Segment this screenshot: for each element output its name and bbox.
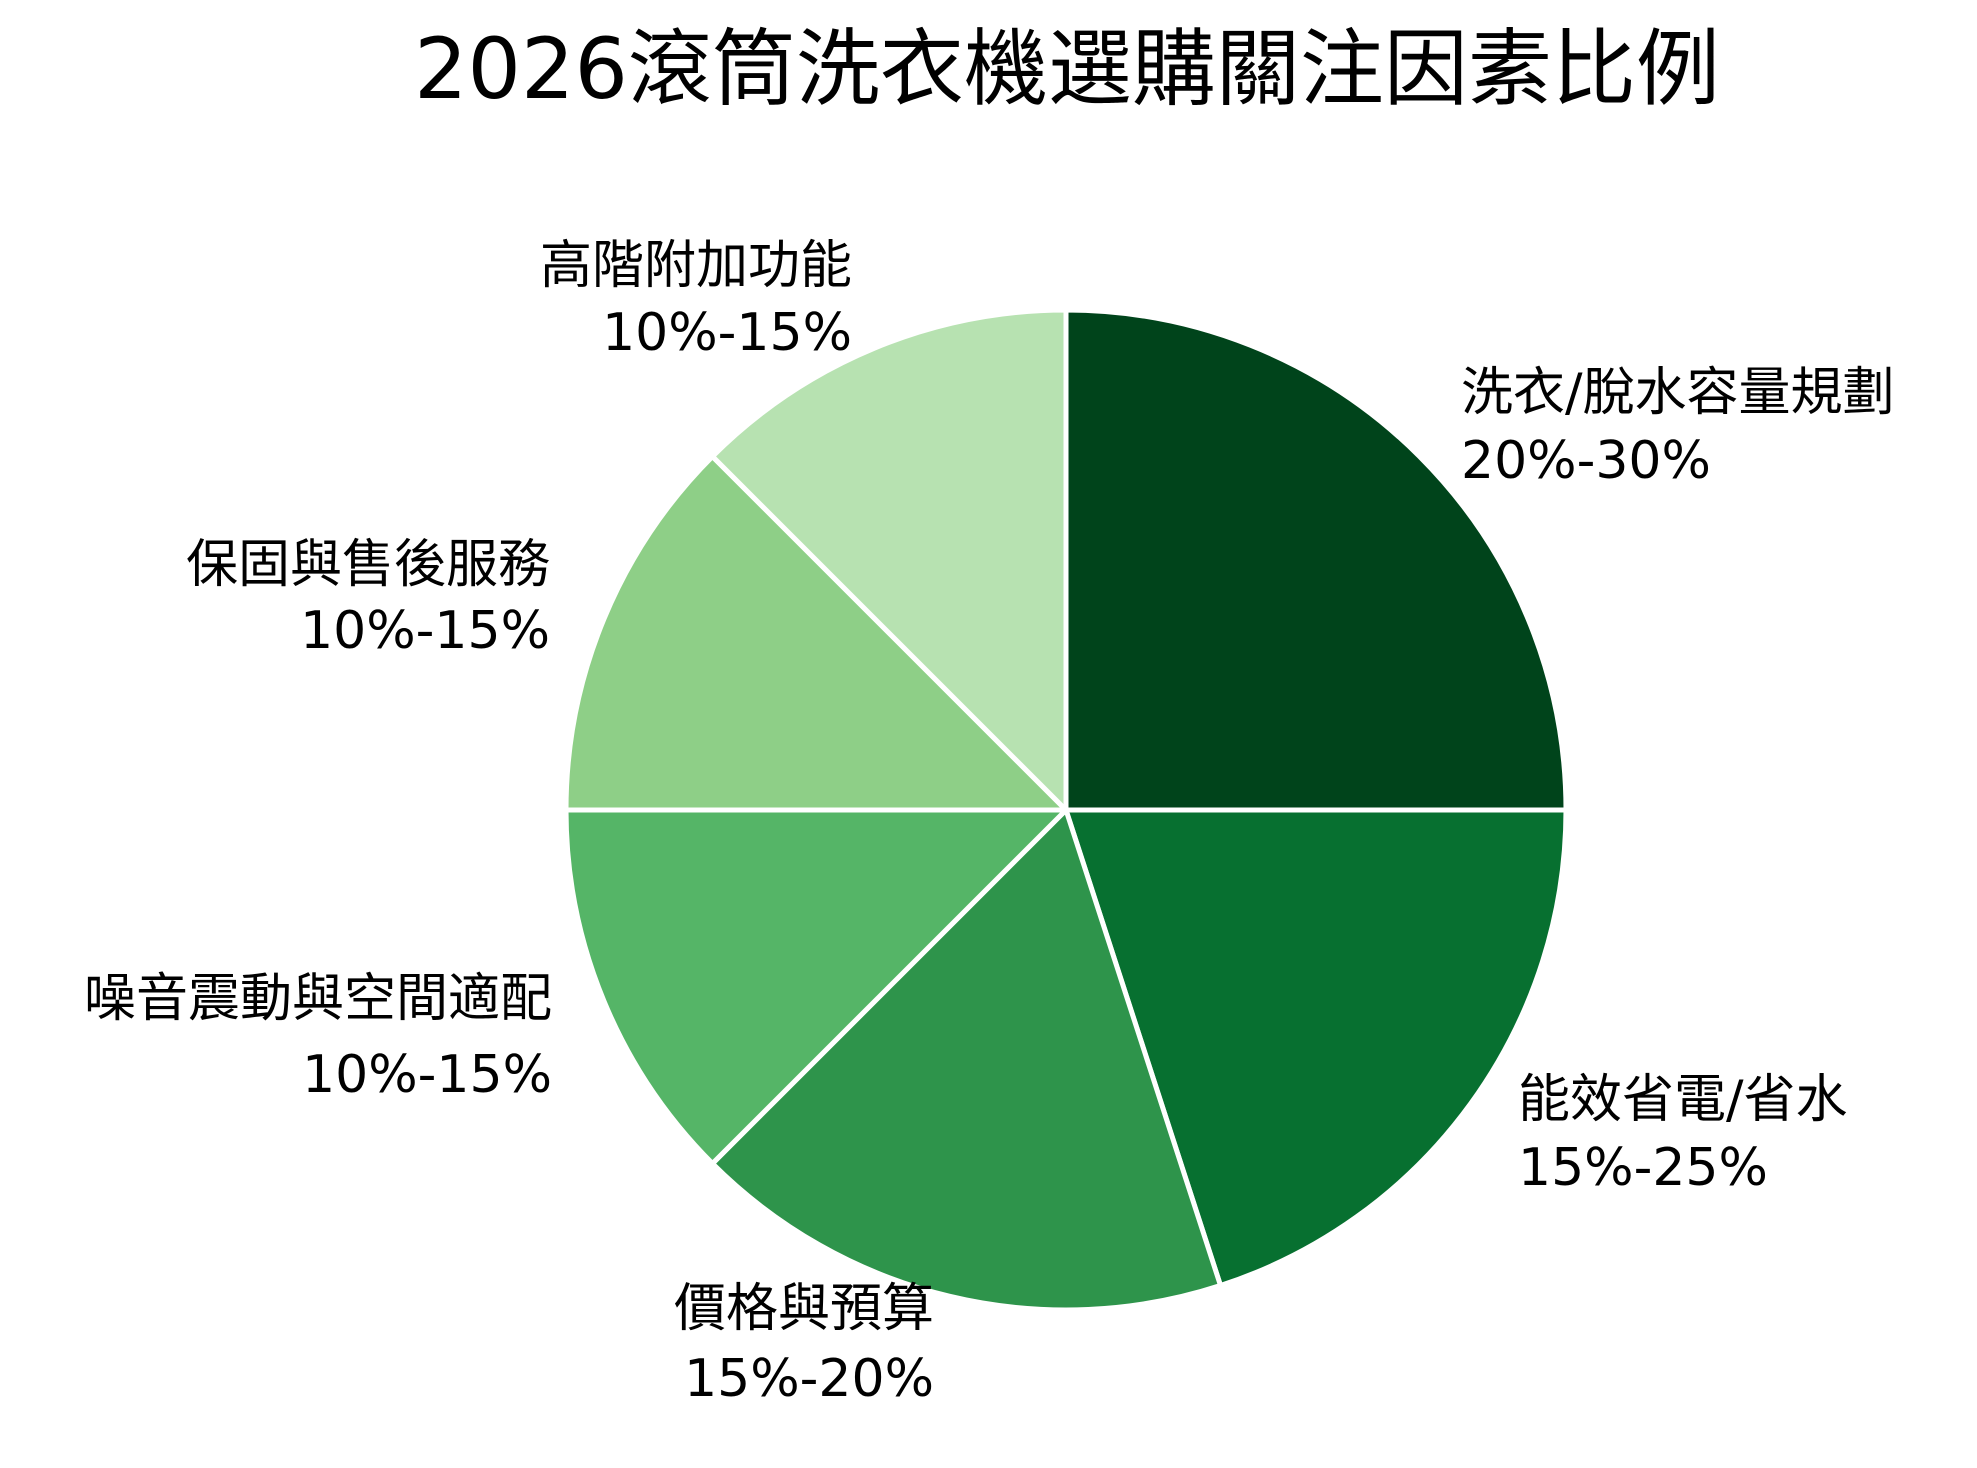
chart-title: 2026滾筒洗衣機選購關注因素比例 [414,20,1720,118]
label-name: 洗衣/脫水容量規劃 [1461,363,1895,423]
label-name: 噪音震動與空間適配 [84,969,552,1029]
slice-label-advanced-features: 高階附加功能 10%-15% [540,236,852,363]
label-name: 能效省電/省水 [1518,1070,1848,1130]
pie-slice-0 [1063,307,1569,813]
pie-slices [563,307,1569,1313]
label-range: 10%-15% [300,601,550,661]
pie-slice-1 [1063,807,1569,1289]
label-range: 10%-15% [302,1045,552,1105]
label-range: 15%-25% [1518,1138,1768,1198]
pie-slice-3 [563,807,1069,1167]
label-range: 20%-30% [1461,431,1711,491]
slice-label-price: 價格與預算 15%-20% [674,1279,934,1409]
slice-label-warranty: 保固與售後服務 10%-15% [186,535,550,661]
label-name: 高階附加功能 [540,236,852,296]
slice-label-noise-space: 噪音震動與空間適配 10%-15% [84,969,552,1105]
label-name: 保固與售後服務 [186,535,550,595]
slice-label-capacity: 洗衣/脫水容量規劃 20%-30% [1461,363,1895,491]
label-range: 15%-20% [684,1349,934,1409]
pie-slice-4 [563,453,1069,813]
label-range: 10%-15% [602,303,852,363]
pie-slice-5 [709,307,1069,813]
label-name: 價格與預算 [674,1279,934,1339]
pie-slice-2 [709,807,1224,1313]
slice-label-efficiency: 能效省電/省水 15%-25% [1518,1070,1848,1198]
